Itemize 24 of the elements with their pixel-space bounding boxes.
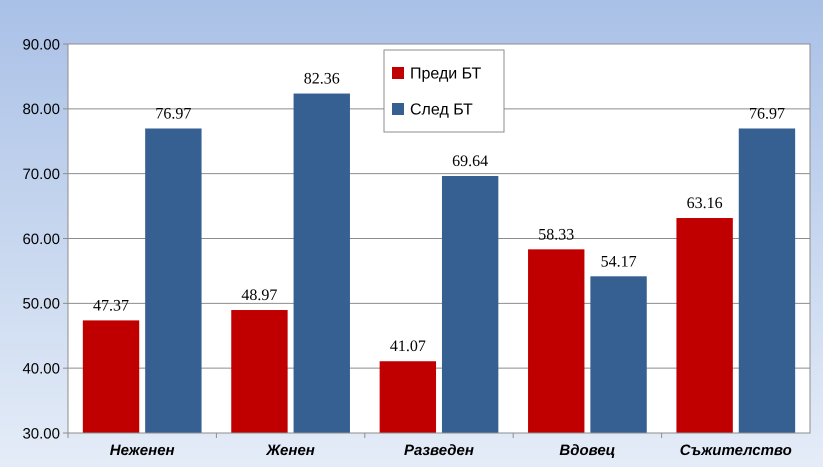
data-label: 63.16 [686,195,723,212]
data-label: 41.07 [390,338,426,356]
y-tick-label: 70.00 [22,166,60,183]
data-label: 82.36 [304,70,340,88]
data-label: 58.33 [538,226,574,244]
y-tick-label: 40.00 [22,360,60,378]
y-tick-label: 80.00 [22,101,60,118]
x-tick-label: Съжителство [680,442,792,459]
y-tick-label: 90.00 [22,36,60,54]
data-label: 47.37 [93,297,130,314]
x-tick-label: Вдовец [559,442,616,459]
data-label: 54.17 [600,253,637,270]
y-tick-label: 60.00 [22,230,60,248]
x-tick-label: Разведен [404,442,474,459]
data-label: 76.97 [155,105,192,122]
data-label: 69.64 [452,153,488,170]
x-tick-label: Неженен [110,442,175,459]
y-tick-label: 50.00 [22,296,60,313]
legend-label: Преди БТ [410,66,482,83]
data-label: 48.97 [241,287,278,304]
legend-label: След БТ [410,102,473,119]
x-tick-label: Женен [265,442,315,459]
y-tick-label: 30.00 [22,425,60,442]
data-label: 76.97 [748,105,785,122]
